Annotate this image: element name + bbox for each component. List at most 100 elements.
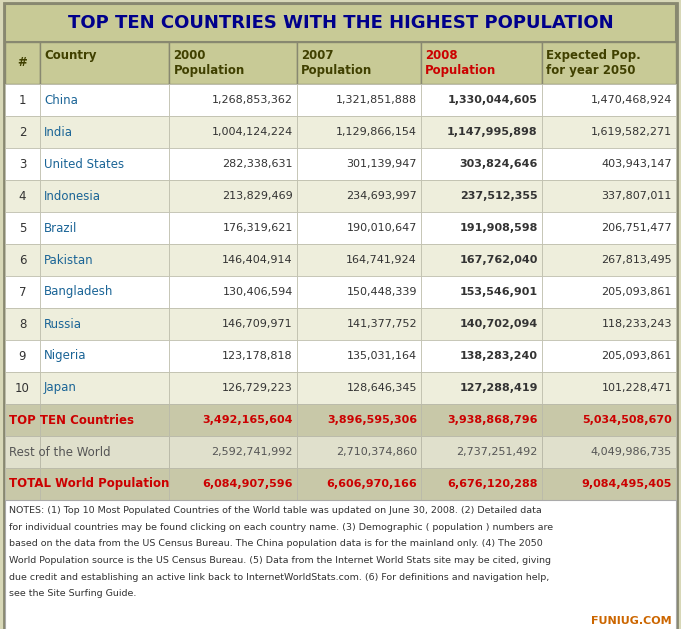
Bar — [40, 180, 170, 212]
Bar — [542, 308, 676, 340]
Bar — [421, 244, 542, 276]
Bar — [542, 42, 676, 84]
Text: 303,824,646: 303,824,646 — [460, 159, 538, 169]
Text: due credit and establishing an active link back to InternetWorldStats.com. (6) F: due credit and establishing an active li… — [9, 572, 550, 582]
Text: 205,093,861: 205,093,861 — [601, 287, 672, 297]
Bar — [40, 276, 170, 308]
Bar — [542, 276, 676, 308]
Text: 2,592,741,992: 2,592,741,992 — [211, 447, 293, 457]
Text: 5: 5 — [19, 221, 26, 235]
Bar — [170, 372, 297, 404]
Bar — [170, 42, 297, 84]
Bar — [40, 42, 170, 84]
Text: 205,093,861: 205,093,861 — [601, 351, 672, 361]
Bar — [40, 116, 170, 148]
Text: India: India — [44, 126, 73, 138]
Text: 282,338,631: 282,338,631 — [223, 159, 293, 169]
Bar — [40, 404, 170, 436]
Text: Bangladesh: Bangladesh — [44, 286, 113, 299]
Text: 164,741,924: 164,741,924 — [346, 255, 417, 265]
Text: 140,702,094: 140,702,094 — [460, 319, 538, 329]
Bar — [421, 372, 542, 404]
Bar — [421, 212, 542, 244]
Bar — [542, 212, 676, 244]
Text: 8: 8 — [19, 318, 26, 330]
Text: 146,404,914: 146,404,914 — [222, 255, 293, 265]
Bar — [297, 372, 421, 404]
Text: 234,693,997: 234,693,997 — [346, 191, 417, 201]
Text: China: China — [44, 94, 78, 106]
Text: 1,004,124,224: 1,004,124,224 — [212, 127, 293, 137]
Bar — [421, 340, 542, 372]
Text: 146,709,971: 146,709,971 — [222, 319, 293, 329]
Bar — [542, 180, 676, 212]
Text: 337,807,011: 337,807,011 — [601, 191, 672, 201]
Bar — [170, 244, 297, 276]
Text: 3: 3 — [19, 157, 26, 170]
Text: Country: Country — [44, 49, 97, 62]
Text: 2000
Population: 2000 Population — [174, 49, 244, 77]
Text: 190,010,647: 190,010,647 — [347, 223, 417, 233]
Bar — [40, 148, 170, 180]
Bar — [170, 308, 297, 340]
Text: 150,448,339: 150,448,339 — [347, 287, 417, 297]
Bar — [170, 212, 297, 244]
Bar — [421, 180, 542, 212]
Text: 7: 7 — [18, 286, 26, 299]
Text: 6,606,970,166: 6,606,970,166 — [326, 479, 417, 489]
Text: 9: 9 — [18, 350, 26, 362]
Bar — [297, 212, 421, 244]
Bar — [170, 404, 297, 436]
Bar — [542, 340, 676, 372]
Bar — [5, 116, 40, 148]
Bar — [297, 308, 421, 340]
Bar — [297, 180, 421, 212]
Bar — [297, 84, 421, 116]
Bar — [421, 468, 542, 500]
Text: 237,512,355: 237,512,355 — [460, 191, 538, 201]
Text: 1: 1 — [18, 94, 26, 106]
Text: 118,233,243: 118,233,243 — [601, 319, 672, 329]
Text: TOP TEN COUNTRIES WITH THE HIGHEST POPULATION: TOP TEN COUNTRIES WITH THE HIGHEST POPUL… — [67, 14, 614, 32]
Bar — [40, 308, 170, 340]
Bar — [5, 148, 40, 180]
Bar — [40, 212, 170, 244]
Bar — [5, 308, 40, 340]
Bar — [40, 436, 170, 468]
Bar — [5, 84, 40, 116]
Bar — [5, 372, 40, 404]
Text: 267,813,495: 267,813,495 — [601, 255, 672, 265]
Bar — [40, 84, 170, 116]
Bar — [170, 276, 297, 308]
Bar — [40, 372, 170, 404]
Text: 2007
Population: 2007 Population — [301, 49, 372, 77]
Text: 1,147,995,898: 1,147,995,898 — [447, 127, 538, 137]
Text: 206,751,477: 206,751,477 — [601, 223, 672, 233]
Text: NOTES: (1) Top 10 Most Populated Countries of the World table was updated on Jun: NOTES: (1) Top 10 Most Populated Countri… — [9, 506, 542, 515]
Bar — [5, 404, 40, 436]
Text: 141,377,752: 141,377,752 — [347, 319, 417, 329]
Text: 135,031,164: 135,031,164 — [347, 351, 417, 361]
Text: Russia: Russia — [44, 318, 82, 330]
Text: 2,737,251,492: 2,737,251,492 — [456, 447, 538, 457]
Text: 126,729,223: 126,729,223 — [222, 383, 293, 393]
Bar — [421, 404, 542, 436]
Text: Indonesia: Indonesia — [44, 189, 101, 203]
Text: 3,492,165,604: 3,492,165,604 — [202, 415, 293, 425]
Text: 9,084,495,405: 9,084,495,405 — [582, 479, 672, 489]
Bar — [5, 4, 676, 42]
Bar — [5, 500, 676, 629]
Text: Pakistan: Pakistan — [44, 253, 93, 267]
Bar — [5, 244, 40, 276]
Text: 213,829,469: 213,829,469 — [222, 191, 293, 201]
Text: 153,546,901: 153,546,901 — [460, 287, 538, 297]
Text: 3,896,595,306: 3,896,595,306 — [327, 415, 417, 425]
Bar — [421, 276, 542, 308]
Bar — [421, 116, 542, 148]
Text: #: # — [18, 57, 27, 69]
Text: Japan: Japan — [44, 382, 77, 394]
Text: 10: 10 — [15, 382, 30, 394]
Bar — [5, 212, 40, 244]
Bar — [542, 372, 676, 404]
Text: 138,283,240: 138,283,240 — [460, 351, 538, 361]
